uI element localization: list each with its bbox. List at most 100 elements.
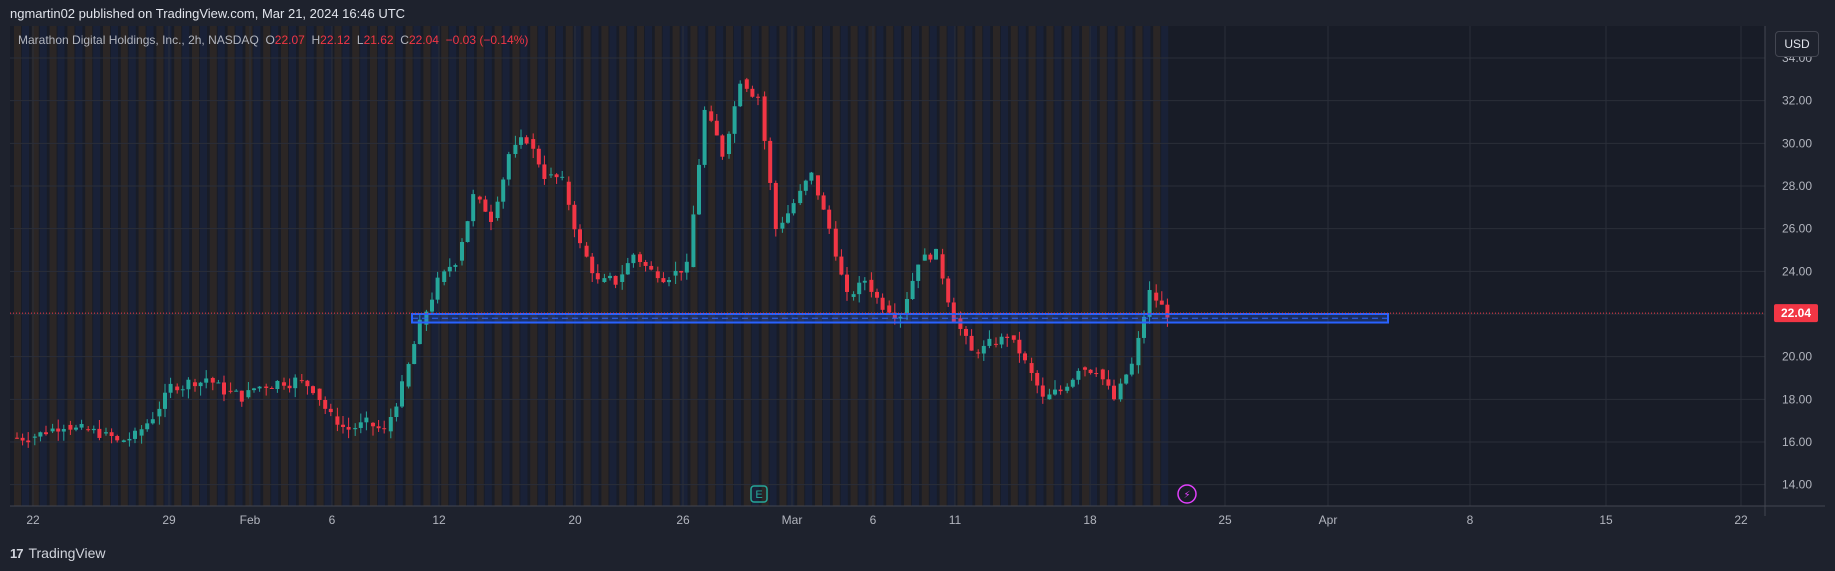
earnings-event-marker[interactable] — [750, 485, 768, 503]
session-band — [734, 26, 741, 506]
session-band — [209, 26, 217, 506]
session-band — [235, 26, 243, 506]
candle-body — [1154, 292, 1159, 301]
session-band — [1099, 26, 1107, 506]
candle-body — [951, 302, 956, 323]
session-band — [975, 26, 983, 506]
session-band — [39, 26, 47, 506]
session-band — [840, 26, 848, 506]
candle-body — [744, 79, 749, 89]
candle-body — [542, 164, 547, 179]
footer-brand[interactable]: 17 TradingView — [10, 545, 106, 561]
y-tick-label: 30.00 — [1782, 136, 1812, 150]
candle-body — [91, 428, 96, 431]
candle-body — [20, 437, 25, 441]
open-label: O — [265, 33, 275, 47]
session-band — [217, 26, 225, 506]
candle-body — [590, 256, 595, 274]
session-band — [662, 26, 670, 506]
low-label: L — [356, 33, 364, 47]
session-band — [431, 26, 439, 506]
candle-body — [305, 380, 310, 387]
candle-body — [964, 328, 968, 336]
candle-body — [714, 120, 719, 136]
dividend-event-label: ⚡ — [1183, 490, 1190, 501]
session-band — [912, 26, 919, 506]
brand-name: TradingView — [28, 545, 106, 561]
session-band — [1036, 26, 1044, 506]
candle-body — [1100, 369, 1105, 380]
candle-body — [958, 318, 963, 329]
price-chart[interactable]: 14.0016.0018.0020.0022.0024.0026.0028.00… — [0, 26, 1835, 536]
candle-body — [531, 139, 536, 149]
candle-body — [554, 174, 559, 178]
candle-body — [1129, 363, 1134, 375]
candle-body — [1083, 367, 1087, 370]
candle-body — [679, 270, 684, 273]
candle-body — [613, 275, 618, 285]
candle-body — [168, 383, 173, 393]
low-value: 21.62 — [363, 33, 394, 47]
candle-body — [684, 261, 689, 273]
x-tick-label: Mar — [782, 513, 803, 527]
session-band — [947, 26, 955, 506]
candle-body — [264, 386, 269, 388]
last-price-badge — [1774, 304, 1818, 323]
candle-body — [222, 382, 226, 395]
close-label: C — [400, 33, 409, 47]
candle-body — [447, 266, 452, 272]
tradingview-logo-icon: 17 — [10, 545, 24, 561]
dividend-event-marker[interactable] — [1177, 484, 1197, 504]
session-band — [352, 26, 360, 506]
candle-body — [353, 427, 358, 430]
session-band — [556, 26, 563, 506]
candle-body — [465, 221, 470, 242]
candle-body — [471, 194, 476, 222]
candle-body — [86, 429, 91, 431]
candle-body — [1065, 386, 1070, 391]
candle-body — [1147, 289, 1152, 317]
candle-body — [1070, 379, 1075, 387]
session-band — [565, 26, 573, 506]
session-band — [538, 26, 546, 506]
session-band — [263, 26, 271, 506]
candle-body — [916, 264, 921, 281]
candle-body — [442, 271, 447, 282]
candle-body — [566, 181, 571, 205]
session-band — [1028, 26, 1036, 506]
candle-body — [524, 137, 529, 144]
session-band — [894, 26, 902, 506]
high-label: H — [311, 33, 321, 47]
candle-body — [311, 386, 315, 394]
session-band — [85, 26, 93, 506]
x-tick-label: 22 — [26, 513, 40, 527]
currency-button[interactable]: USD — [1775, 31, 1819, 57]
candle-body — [572, 204, 577, 230]
candle-body — [994, 343, 998, 345]
chart-area[interactable]: 14.0016.0018.0020.0022.0024.0026.0028.00… — [0, 26, 1835, 536]
candle-body — [50, 428, 55, 432]
candle-body — [862, 280, 867, 283]
candle-body — [204, 378, 209, 383]
session-band — [395, 26, 403, 506]
session-band — [476, 26, 484, 506]
candle-body — [625, 263, 630, 275]
candle-body — [1088, 369, 1093, 374]
session-band — [413, 26, 421, 506]
session-band — [306, 26, 314, 506]
session-band — [192, 26, 199, 506]
session-band — [957, 26, 965, 506]
session-band — [324, 26, 332, 506]
session-band — [75, 26, 83, 506]
candle-body — [376, 426, 381, 429]
candle-body — [839, 256, 844, 275]
session-band — [1125, 26, 1133, 506]
candle-body — [252, 388, 256, 391]
candle-body — [157, 408, 162, 417]
candle-body — [1159, 300, 1164, 305]
session-band — [548, 26, 555, 506]
candle-body — [400, 381, 404, 407]
support-zone[interactable] — [411, 313, 1389, 324]
session-band — [146, 26, 154, 506]
candle-body — [175, 386, 180, 391]
